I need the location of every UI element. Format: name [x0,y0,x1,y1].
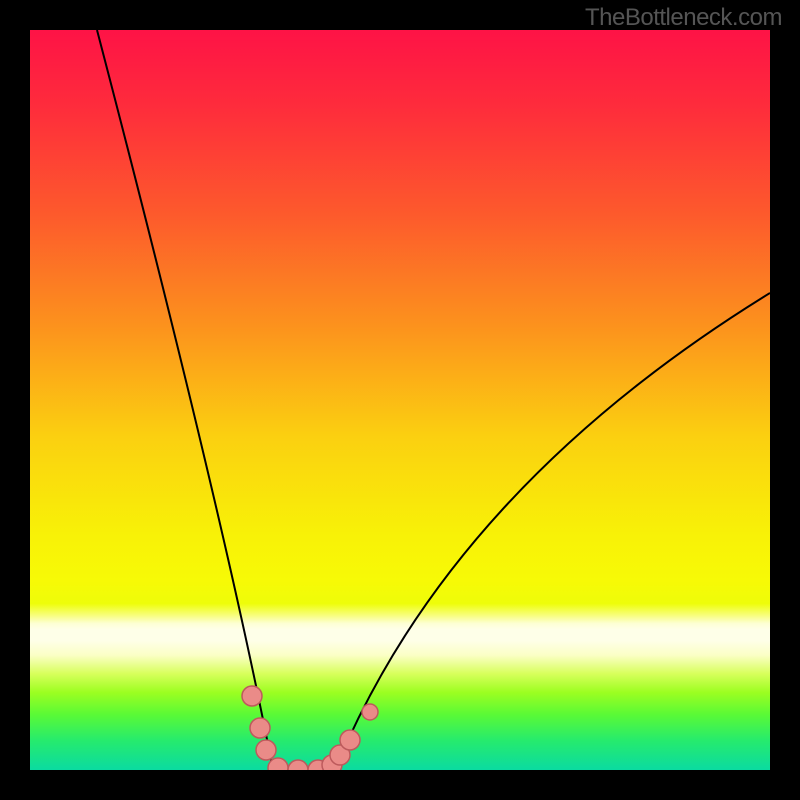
watermark-text: TheBottleneck.com [585,4,782,32]
data-point [362,704,378,720]
data-point [250,718,270,738]
data-point [340,730,360,750]
bottleneck-chart [0,0,800,800]
chart-container: TheBottleneck.com [0,0,800,800]
data-point [256,740,276,760]
plot-background [30,30,770,770]
data-point [242,686,262,706]
